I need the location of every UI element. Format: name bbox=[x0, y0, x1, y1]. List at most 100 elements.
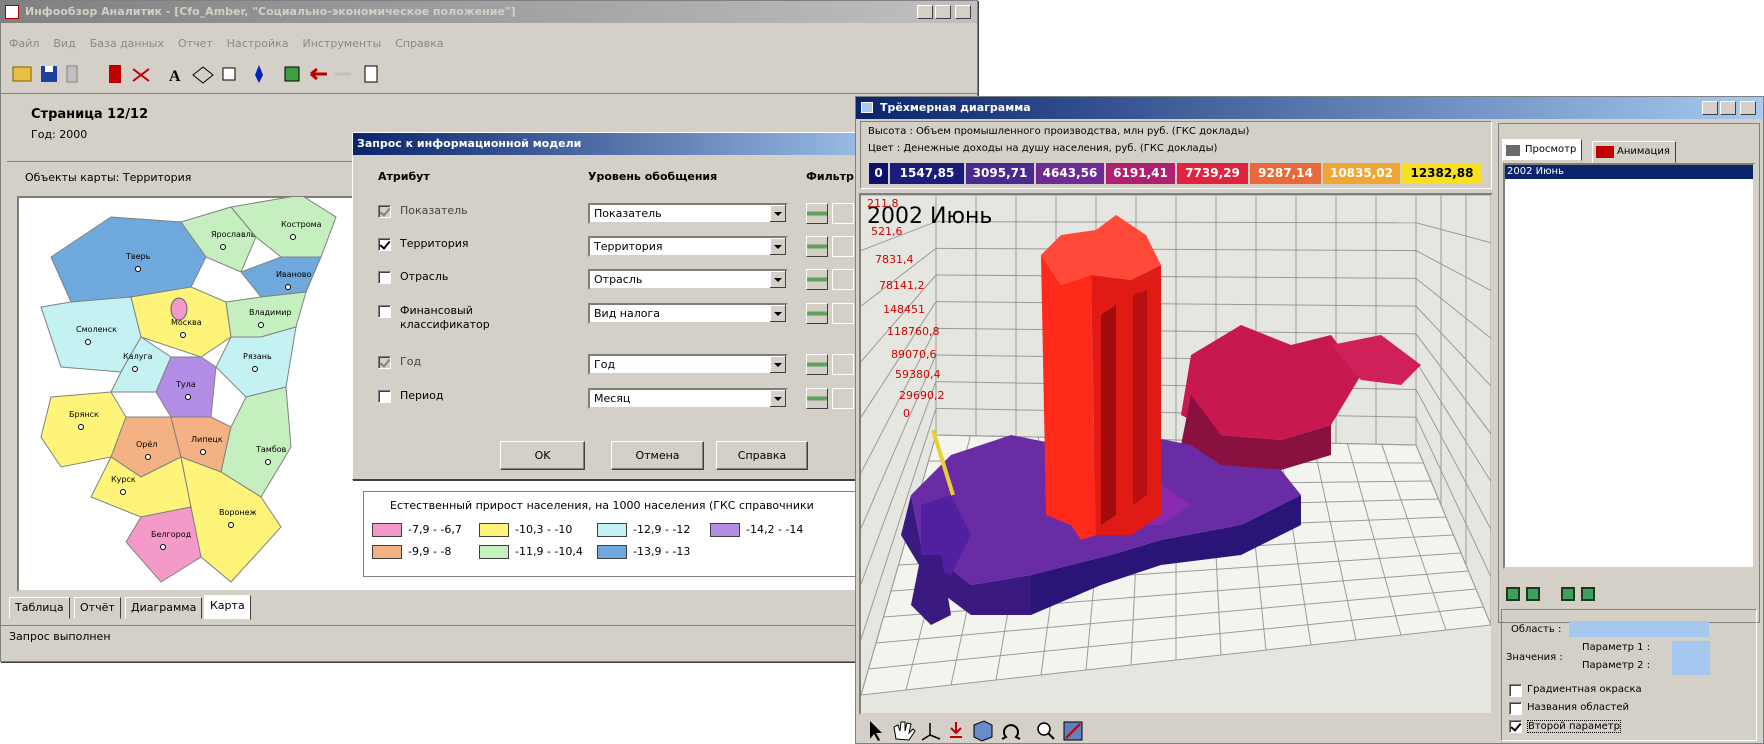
region-label: Орёл bbox=[136, 440, 157, 449]
legend-swatch bbox=[597, 545, 627, 559]
dropdown-value: Показатель bbox=[594, 207, 662, 220]
region-marker bbox=[132, 366, 138, 372]
filter-button[interactable] bbox=[806, 203, 828, 224]
region-marker bbox=[258, 322, 264, 328]
dialog-button[interactable]: OK bbox=[500, 441, 585, 470]
region-label: Брянск bbox=[69, 410, 99, 419]
time-overlay: 2002 Июнь bbox=[867, 204, 992, 229]
tab[interactable]: Отчёт bbox=[74, 597, 121, 619]
filter-button[interactable] bbox=[806, 236, 828, 257]
hand-tool[interactable] bbox=[893, 721, 916, 741]
playback-button[interactable] bbox=[1506, 587, 1520, 601]
filter-help[interactable] bbox=[832, 236, 854, 257]
dropdown[interactable]: Год bbox=[588, 354, 788, 375]
tab-icon bbox=[1596, 146, 1614, 158]
region-marker bbox=[160, 544, 166, 550]
legend-swatch bbox=[479, 545, 509, 559]
region-label: Калуга bbox=[123, 352, 153, 361]
checkbox[interactable] bbox=[378, 305, 391, 318]
minimize-button[interactable] bbox=[917, 5, 933, 19]
axis-label: 521,6 bbox=[871, 225, 903, 238]
list-item[interactable]: 2002 Июнь bbox=[1505, 165, 1753, 179]
filter-button[interactable] bbox=[806, 388, 828, 409]
filter-help[interactable] bbox=[832, 303, 854, 324]
region-label: Воронеж bbox=[219, 508, 257, 517]
filter-help[interactable] bbox=[832, 354, 854, 375]
zoom-tool[interactable] bbox=[1037, 722, 1051, 736]
attribute-label: Год bbox=[400, 355, 422, 368]
filter-button[interactable] bbox=[806, 354, 828, 375]
menu-item[interactable]: Вид bbox=[53, 37, 76, 50]
checkbox[interactable] bbox=[1509, 702, 1522, 715]
tab[interactable]: Просмотр bbox=[1502, 139, 1583, 161]
region-marker bbox=[120, 489, 126, 495]
axis-label: 59380,4 bbox=[895, 368, 941, 381]
filter-help[interactable] bbox=[832, 269, 854, 290]
cube-tool[interactable] bbox=[973, 720, 993, 742]
restore-button[interactable] bbox=[1720, 101, 1736, 115]
playback-button[interactable] bbox=[1581, 587, 1595, 601]
dropdown[interactable]: Отрасль bbox=[588, 269, 788, 290]
side-wall-grid bbox=[1415, 361, 1491, 482]
checkbox[interactable] bbox=[1509, 684, 1522, 697]
menu-item[interactable]: База данных bbox=[89, 37, 165, 50]
map: Тверь Ярославль Кострома Иваново Смоленск Мос… bbox=[40, 197, 337, 583]
side-wall-grid bbox=[1415, 444, 1491, 626]
checkbox[interactable] bbox=[1509, 720, 1522, 733]
filter-help[interactable] bbox=[832, 203, 854, 224]
side-wall-grid bbox=[1415, 222, 1491, 244]
legend-label: -13,9 - -13 bbox=[633, 545, 691, 558]
checkbox[interactable] bbox=[378, 238, 391, 251]
axes-tool[interactable] bbox=[921, 723, 941, 741]
tab[interactable]: Диаграмма bbox=[125, 597, 203, 619]
axis-label: 148451 bbox=[883, 303, 925, 316]
playback-button[interactable] bbox=[1561, 587, 1575, 601]
playback-button[interactable] bbox=[1526, 587, 1540, 601]
dropdown[interactable]: Территория bbox=[588, 236, 788, 257]
region-marker bbox=[185, 394, 191, 400]
chart-window-title: Трёхмерная диаграмма bbox=[880, 101, 1031, 114]
menu-item[interactable]: Справка bbox=[395, 37, 444, 50]
menu-item[interactable]: Отчет bbox=[178, 37, 213, 50]
dialog-button[interactable]: Справка bbox=[716, 441, 808, 470]
rotate-tool[interactable] bbox=[1001, 724, 1021, 740]
dropdown[interactable]: Вид налога bbox=[588, 303, 788, 324]
menu-item[interactable]: Настройка bbox=[226, 37, 289, 50]
filter-button[interactable] bbox=[806, 303, 828, 324]
region-label: Иваново bbox=[276, 270, 311, 279]
view-toolbar bbox=[870, 720, 1083, 742]
floor-grid bbox=[868, 606, 1484, 670]
dropdown[interactable]: Показатель bbox=[588, 203, 788, 224]
maximize-button[interactable] bbox=[935, 5, 951, 19]
scale-step: 6191,41 bbox=[1106, 163, 1177, 184]
scale-step: 4643,56 bbox=[1036, 163, 1106, 184]
close-button[interactable] bbox=[955, 5, 971, 19]
side-wall-grid bbox=[1415, 305, 1491, 387]
pointer-tool[interactable] bbox=[870, 721, 882, 741]
side-wall-grid bbox=[1415, 250, 1491, 291]
region-block bbox=[911, 555, 951, 625]
region-label: Курск bbox=[111, 475, 136, 484]
checkbox[interactable] bbox=[378, 271, 391, 284]
dialog-button[interactable]: Отмена bbox=[611, 441, 704, 470]
tab[interactable]: Карта bbox=[204, 595, 251, 620]
attribute-label: Финансовый классификатор bbox=[400, 304, 490, 331]
legend-swatch bbox=[372, 523, 402, 537]
filter-help[interactable] bbox=[832, 388, 854, 409]
minimize-button[interactable] bbox=[1702, 101, 1718, 115]
back-wall-grid bbox=[935, 221, 1417, 224]
move-tool[interactable] bbox=[950, 722, 962, 738]
dropdown[interactable]: Месяц bbox=[588, 388, 788, 409]
menu-item[interactable]: Инструменты bbox=[302, 37, 382, 50]
dropdown-value: Год bbox=[594, 358, 616, 371]
tab[interactable]: Таблица bbox=[9, 597, 70, 619]
tall-block-shade bbox=[1101, 305, 1116, 525]
filter-button[interactable] bbox=[806, 269, 828, 290]
checkbox[interactable] bbox=[378, 390, 391, 403]
legend-swatch bbox=[710, 523, 740, 537]
close-button[interactable] bbox=[1740, 101, 1756, 115]
menu-item[interactable]: Файл bbox=[9, 37, 40, 50]
axis-label: 118760,8 bbox=[887, 325, 940, 338]
toolbar: A bbox=[12, 65, 378, 85]
title-bar: Инфообзор Аналитик - [Cfo_Amber, "Социал… bbox=[1, 1, 977, 23]
